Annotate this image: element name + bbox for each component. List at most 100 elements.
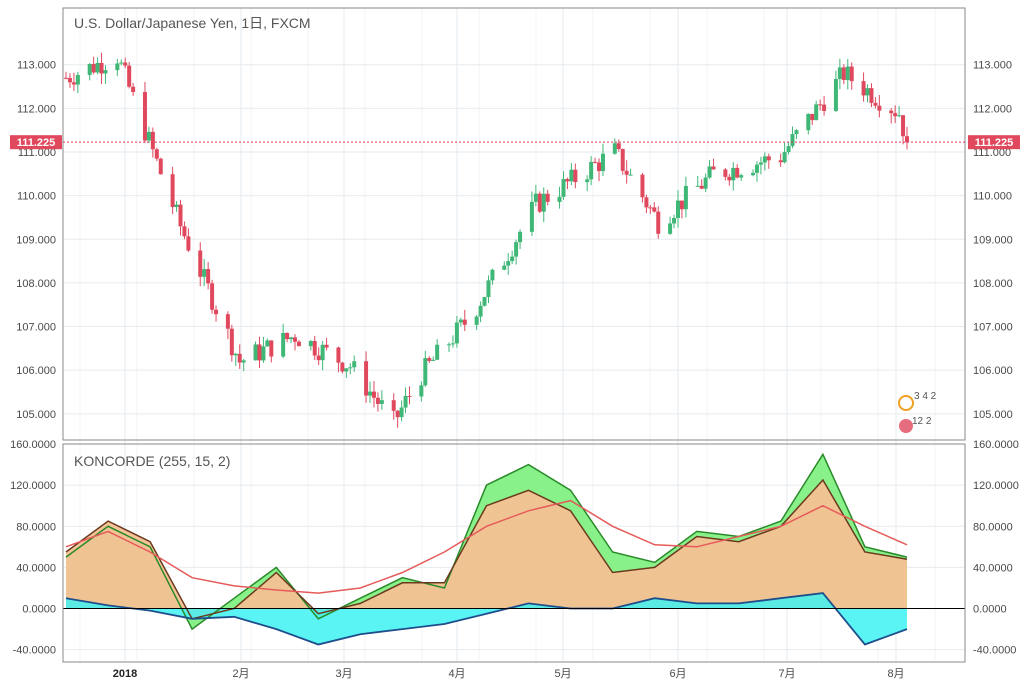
candle-body [762,156,767,163]
brown-area [66,480,907,619]
candle-body [565,179,570,182]
y-tick-label-left: 113.000 [17,60,56,72]
y-tick-label-left: 106.000 [16,365,56,377]
candle-body [174,204,179,208]
y-tick-label-left: 109.000 [16,234,56,246]
x-tick-label: 4月 [448,668,465,680]
candle-body [312,341,317,356]
candle-body [711,166,716,170]
candle-body [695,185,700,187]
candle-body [518,231,523,243]
candle-body [186,236,191,251]
ind-y-tick-right: 160.0000 [973,439,1019,451]
last-price-tag-left: 111.225 [17,137,56,149]
candle-body [419,385,424,397]
candle-body [810,113,815,121]
candle-body [253,344,258,361]
candle-body [679,200,684,210]
y-tick-label-left: 105.000 [16,409,56,421]
x-tick-label: 2018 [113,668,137,680]
candle-body [281,332,286,357]
y-tick-label-left: 110.000 [17,191,56,203]
candle-body [502,265,507,270]
candle-body [794,130,799,135]
candle-body [146,131,151,141]
candle-body [423,358,428,386]
candle-body [506,261,511,266]
candle-body [727,176,732,181]
indicator-pane-border [62,443,966,663]
candle-body [754,164,759,173]
candle-body [624,170,629,175]
brown-line [65,478,908,620]
candle-body [569,169,574,182]
candle-body [537,193,542,212]
candle-body [893,113,898,117]
y-tick-label-right: 111.000 [973,147,1011,159]
x-tick-label: 2月 [232,668,249,680]
candle-body [308,341,313,347]
candle-body [877,105,882,111]
candle-body [640,174,645,198]
candle-body [119,62,124,64]
candle-body [285,332,290,340]
indicator-title: KONCORDE (255, 15, 2) [74,453,230,469]
ind-y-tick-right: -40.0000 [973,645,1016,657]
price-pane-border [62,7,966,441]
candle-body [371,391,376,398]
candle-body [585,179,590,183]
candle-body [751,172,756,176]
ind-y-tick-left: -40.0000 [13,645,56,657]
y-tick-label-left: 107.000 [16,322,56,334]
candle-body [395,410,400,418]
y-tick-label-left: 112.000 [17,103,56,115]
ind-y-tick-left: 80.0000 [16,521,56,533]
candle-body [644,197,649,208]
candle-body [786,146,791,153]
ind-y-tick-right: 0.0000 [973,604,1007,616]
candle-body [561,179,566,197]
candle-body [182,226,187,237]
y-tick-label-left: 108.000 [16,278,56,290]
y-tick-label-right: 106.000 [973,365,1013,377]
flag-badge-count: 12 2 [912,416,932,427]
candle-body [683,185,688,210]
y-tick-label-right: 105.000 [973,409,1013,421]
candle-body [869,88,874,103]
red-line [65,499,908,594]
candle-body [261,346,266,361]
candle-body [257,344,262,361]
candle-body [344,368,349,372]
candle-body [233,353,238,356]
candles [64,52,909,428]
candle-body [837,67,842,79]
candle-body [202,269,207,277]
candle-body [324,344,329,348]
candle-body [616,143,621,150]
candle-body [897,115,902,117]
candle-body [833,78,838,111]
candle-body [593,161,598,163]
candle-body [229,328,234,356]
candle-body [845,66,850,80]
ind-y-tick-right: 40.0000 [973,562,1013,574]
y-tick-label-right: 107.000 [973,322,1013,334]
x-tick-label: 6月 [669,668,686,680]
candle-body [758,162,763,165]
candle-body [739,175,744,178]
blue-area [66,593,907,645]
candle-body [296,341,301,347]
candle-body [265,340,270,347]
candle-body [64,77,68,79]
candle-body [454,322,459,344]
y-tick-label-left: 111.000 [18,147,56,159]
candle-body [474,316,479,325]
candle-body [407,395,412,397]
candle-body [293,337,298,342]
candle-body [435,344,440,360]
candle-body [320,344,325,361]
ind-y-tick-left: 40.0000 [16,562,56,574]
candle-body [214,309,219,315]
candle-body [478,305,483,317]
